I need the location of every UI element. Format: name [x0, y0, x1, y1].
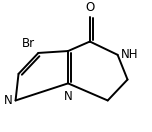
Text: O: O	[85, 1, 95, 14]
Text: N: N	[64, 90, 73, 103]
Text: NH: NH	[121, 48, 138, 61]
Text: Br: Br	[22, 37, 35, 50]
Text: N: N	[4, 94, 13, 107]
